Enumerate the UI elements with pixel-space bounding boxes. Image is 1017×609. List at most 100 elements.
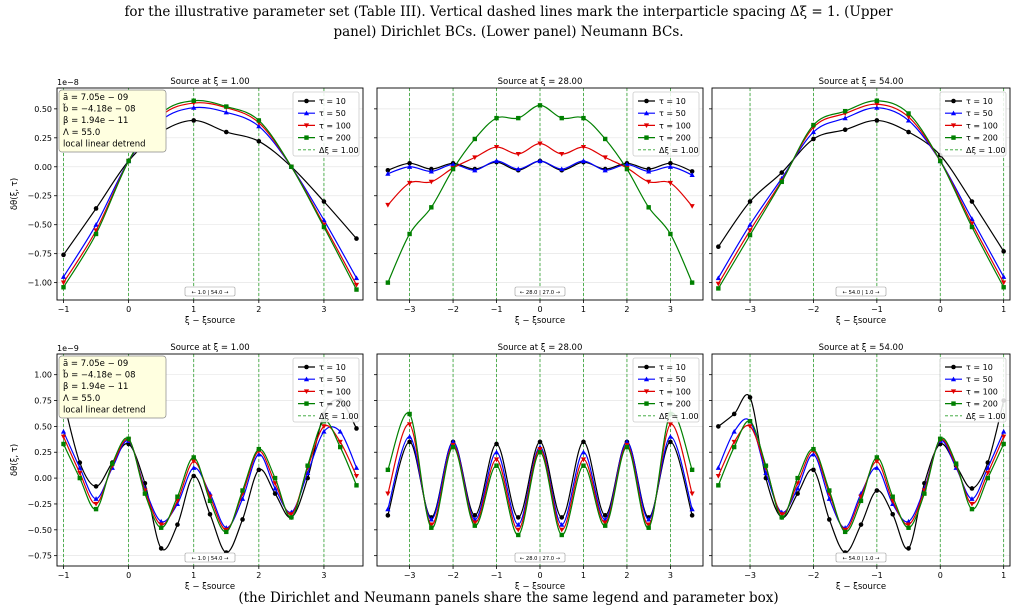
data-point (472, 523, 477, 528)
series-group (715, 98, 1007, 291)
data-point (239, 496, 246, 501)
legend: τ = 10 τ = 50 τ = 100 τ = 200 Δξ = 1.00 (292, 357, 360, 423)
data-point (874, 459, 880, 465)
data-point (624, 161, 630, 167)
data-point (906, 525, 911, 530)
data-point (494, 463, 499, 468)
parameter-box-bg (58, 355, 167, 419)
legend-marker (951, 135, 956, 140)
x-tick-label: 3 (668, 305, 673, 314)
subplot-title: Source at ξ = 54.00 (819, 77, 904, 87)
data-point (581, 439, 586, 445)
data-point (646, 205, 651, 210)
data-point (191, 459, 197, 465)
parameter-line: β = 1.94e − 11 (63, 116, 128, 126)
table-reference-link[interactable]: III (400, 4, 417, 20)
x-tick-label: 2 (624, 571, 629, 580)
x-tick-label: −2 (808, 305, 820, 314)
data-point (191, 473, 197, 479)
parameter-box-bg (58, 89, 167, 153)
data-point (874, 98, 880, 103)
data-point (353, 473, 360, 479)
axes-frame (711, 353, 1011, 567)
data-point (747, 419, 753, 424)
y-tick-label: −0.75 (27, 250, 52, 259)
data-point (763, 470, 769, 476)
data-point (429, 205, 434, 210)
data-point (646, 522, 652, 528)
x-tick-label: −3 (404, 571, 416, 580)
x-tick-label: 1 (581, 571, 586, 580)
data-point (716, 424, 721, 429)
legend-box (632, 357, 700, 423)
data-point (61, 441, 66, 447)
y-axis-label: δθ(ξ, τ) (10, 178, 20, 210)
data-point (646, 179, 652, 185)
x-tick-label: 2 (256, 571, 261, 580)
data-point (174, 501, 181, 507)
subplot-neumann-2: −3 −2 −1 0 1 2 3 Source at ξ = 28.00 ξ − ξsource… (374, 343, 704, 590)
data-point (516, 532, 521, 538)
data-point (428, 168, 434, 174)
data-point (874, 118, 880, 123)
data-point (305, 470, 311, 476)
series-line-tau100 (717, 103, 1005, 285)
data-point (93, 228, 99, 234)
data-point (240, 517, 245, 522)
x-axis-label: ξ − ξsource (515, 582, 565, 590)
data-point (493, 158, 500, 164)
legend-marker (304, 364, 309, 370)
data-point (1001, 428, 1007, 434)
data-point (126, 158, 131, 164)
legend-label: Δξ = 1.00 (966, 146, 1006, 155)
data-point (515, 515, 521, 520)
data-point (191, 98, 196, 103)
legend-label: τ = 50 (319, 109, 346, 118)
data-point (559, 515, 565, 520)
data-point (810, 451, 817, 457)
data-point (580, 158, 587, 164)
subplot-title: Source at ξ = 1.00 (170, 77, 249, 87)
data-point (515, 522, 521, 527)
legend-label: τ = 50 (319, 375, 346, 384)
data-point (602, 167, 608, 173)
legend-marker (303, 110, 310, 116)
legend: τ = 10 τ = 50 τ = 100 τ = 200 Δξ = 1.00 (632, 357, 700, 423)
legend-label: τ = 10 (966, 363, 993, 372)
y-tick-label: −0.25 (27, 192, 52, 201)
legend-marker (950, 110, 957, 116)
data-point (428, 179, 434, 185)
x-tick-label: 0 (938, 305, 943, 314)
data-point (321, 224, 327, 230)
legend-marker (643, 110, 650, 116)
data-point (472, 167, 478, 173)
figure-caption-bottom: (the Dirichlet and Neumann panels share … (238, 590, 779, 606)
legend-marker (644, 401, 649, 406)
data-point (321, 428, 327, 434)
legend-box (939, 91, 1007, 157)
data-point (537, 103, 543, 108)
legend-marker (303, 376, 310, 382)
x-tick-label: −1 (871, 571, 883, 580)
subplot-title: Source at ξ = 1.00 (170, 343, 249, 353)
legend-marker (644, 98, 649, 104)
legend: τ = 10 τ = 50 τ = 100 τ = 200 Δξ = 1.00 (632, 91, 700, 157)
subplot-title: Source at ξ = 28.00 (498, 343, 583, 353)
x-axis-label: ξ − ξsource (836, 316, 886, 326)
x-tick-label: 2 (624, 305, 629, 314)
x-tick-label: 1 (191, 305, 196, 314)
data-point (472, 155, 478, 161)
legend-label: Δξ = 1.00 (659, 412, 699, 421)
data-point (747, 232, 753, 238)
distance-box (835, 552, 887, 563)
subplot-dirichlet-1: −1 0 1 2 3 −1.00 −0.75 −0.50 −0.25 0.00 0.25 0.50 So… (10, 77, 364, 326)
series-line-tau200 (717, 100, 1005, 289)
legend-marker (644, 135, 649, 140)
figure-caption-line-1: for the illustrative parameter set (Tabl… (0, 4, 1017, 20)
data-point (289, 164, 294, 169)
legend-marker (643, 123, 650, 128)
parameter-line: b̃ = −4.18e − 08 (62, 103, 135, 115)
data-point (407, 164, 413, 169)
distance-box (514, 552, 566, 563)
data-point (985, 465, 991, 470)
